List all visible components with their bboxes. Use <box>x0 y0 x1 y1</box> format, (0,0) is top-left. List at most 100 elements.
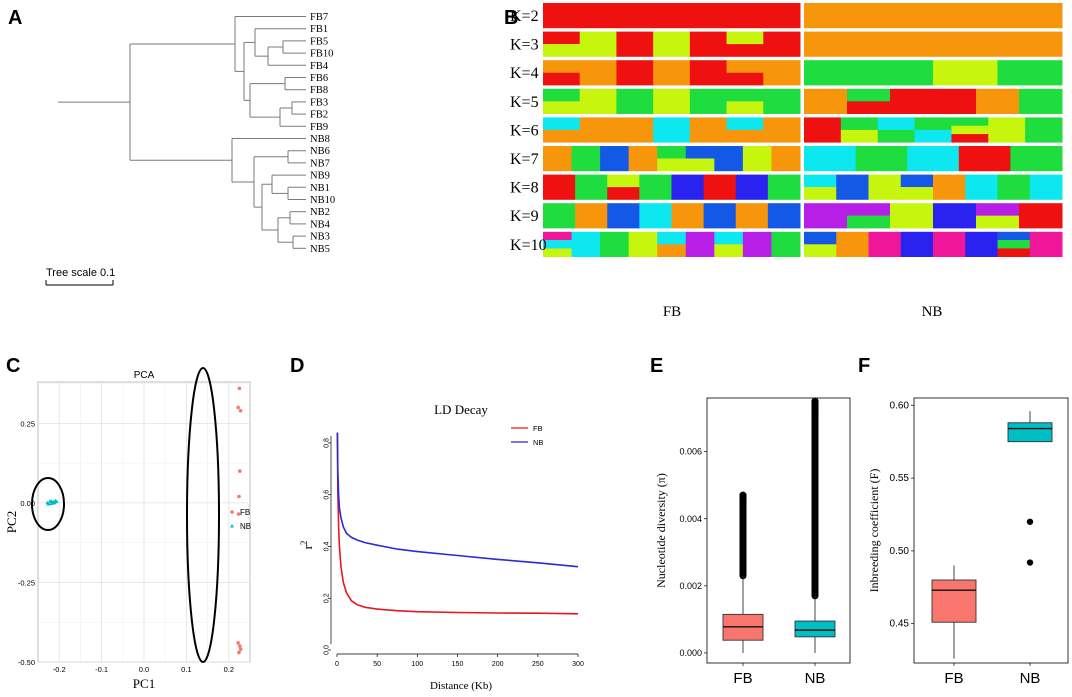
ld-y-tick-label: 0.0 <box>324 645 331 655</box>
structure-segment <box>543 146 573 172</box>
structure-segment <box>900 174 934 188</box>
structure-segment <box>726 129 764 143</box>
ld-y-axis-superscript: 2 <box>299 541 309 546</box>
ld-x-axis-label: Distance (Kb) <box>430 680 492 692</box>
structure-segment <box>771 146 801 172</box>
ld-line-fb <box>336 432 579 615</box>
structure-segment <box>890 203 934 229</box>
pca-y-axis-label: PC2 <box>4 511 19 533</box>
structure-segment <box>703 174 737 200</box>
structure-segment <box>951 117 989 126</box>
structure-segment <box>742 146 772 172</box>
tree-leaf-label: NB10 <box>310 195 335 206</box>
pca-point-fb <box>237 386 242 391</box>
structure-segment <box>657 146 687 159</box>
structure-segment <box>804 88 848 114</box>
structure-segment <box>571 231 601 257</box>
pca-point-nb <box>54 499 59 504</box>
structure-segment <box>951 134 989 143</box>
pca-x-tick-label: 0.1 <box>181 665 191 674</box>
structure-segment <box>600 231 630 257</box>
tree-leaf-label: NB9 <box>310 171 330 182</box>
diversity-outlier-point <box>811 397 819 405</box>
structure-segment <box>763 88 801 114</box>
pca-x-tick-label: -0.1 <box>95 665 108 674</box>
structure-segment <box>714 146 744 172</box>
diversity-y-tick-label: 0.006 <box>679 447 702 457</box>
structure-segment <box>804 146 857 172</box>
panel-letter-f: F <box>858 355 870 377</box>
structure-k-label: K=10 <box>510 237 547 254</box>
ld-y-tick-label: 0.6 <box>324 490 331 500</box>
structure-segment <box>847 215 891 229</box>
tree-leaf-label: FB9 <box>310 122 328 133</box>
structure-segment <box>543 101 581 114</box>
pca-x-tick-label: 0.0 <box>139 665 149 674</box>
structure-segment <box>607 187 640 200</box>
ld-y-tick-label: 0.8 <box>324 438 331 448</box>
ld-y-axis-label: r2 <box>299 541 315 550</box>
structure-segment <box>616 60 654 86</box>
structure-segment <box>639 174 672 200</box>
structure-segment <box>997 60 1063 86</box>
tree-leaf-label: FB7 <box>310 12 328 23</box>
structure-segment <box>771 231 801 257</box>
diversity-y-axis-label: Nucleotide diversity (π) <box>654 473 668 588</box>
structure-segment <box>689 117 728 143</box>
tree-leaf-label: FB5 <box>310 36 328 47</box>
structure-k-labels: K=2 K=3 K=4 K=5 K=6 K=7 K=8 K=9 K=10 <box>510 8 547 254</box>
structure-segment <box>933 203 977 229</box>
structure-segment <box>575 203 608 229</box>
structure-segment <box>579 31 617 57</box>
ld-x-tick-label: 150 <box>452 661 464 668</box>
tree-leaf-label: NB6 <box>310 146 330 157</box>
panel-letter-d: D <box>290 355 304 377</box>
structure-segment <box>997 248 1031 257</box>
structure-segment <box>976 203 1020 216</box>
diversity-x-tick-label: NB <box>805 670 826 687</box>
pca-chart: -0.2 -0.1 0.0 0.1 0.2 -0.50 -0.25 0.00 0.25 PCA PC… <box>4 367 251 691</box>
tree-leaf-label: FB4 <box>310 61 329 72</box>
structure-segment <box>933 174 966 200</box>
structure-segment <box>685 158 715 172</box>
structure-segment <box>543 231 573 241</box>
inbreeding-outlier-point <box>1026 559 1034 566</box>
structure-segment <box>726 31 764 45</box>
structure-segment <box>628 231 658 257</box>
structure-segment <box>571 146 601 172</box>
ld-y-tick-label: 0.2 <box>324 593 331 603</box>
structure-k-label: K=5 <box>510 94 539 111</box>
pca-legend-label-nb: NB <box>240 522 251 531</box>
structure-k-label: K=9 <box>510 208 539 225</box>
structure-segment <box>855 146 908 172</box>
pca-point-fb <box>238 644 242 648</box>
pca-legend-label-fb: FB <box>240 508 250 517</box>
panel-letter-b: B <box>504 7 518 29</box>
tree-leaf-label: FB1 <box>310 24 328 35</box>
ld-x-tick-label: 250 <box>532 661 544 668</box>
structure-k-label: K=6 <box>510 122 539 139</box>
structure-segment <box>735 174 769 200</box>
structure-segment <box>1019 88 1063 114</box>
structure-segment <box>804 174 837 188</box>
structure-segment <box>543 88 581 102</box>
structure-segment <box>890 88 934 114</box>
pca-x-axis-label: PC1 <box>133 676 155 691</box>
structure-k-label: K=4 <box>510 65 539 82</box>
structure-segment <box>653 60 691 86</box>
structure-segment <box>804 3 1063 29</box>
panel-letter-c: C <box>6 355 20 377</box>
ld-x-tick-label: 300 <box>572 661 584 668</box>
structure-segment <box>997 240 1031 249</box>
inbreeding-box-fb <box>931 579 977 623</box>
pca-point-fb <box>236 641 240 645</box>
structure-segment <box>933 60 998 86</box>
inbreeding-x-tick-label: FB <box>944 670 963 687</box>
structure-segment <box>1025 117 1063 143</box>
structure-segment <box>836 174 869 200</box>
structure-segment <box>714 231 744 245</box>
structure-segment <box>804 203 848 229</box>
diversity-box-nb <box>794 620 836 638</box>
structure-segment <box>543 3 801 29</box>
